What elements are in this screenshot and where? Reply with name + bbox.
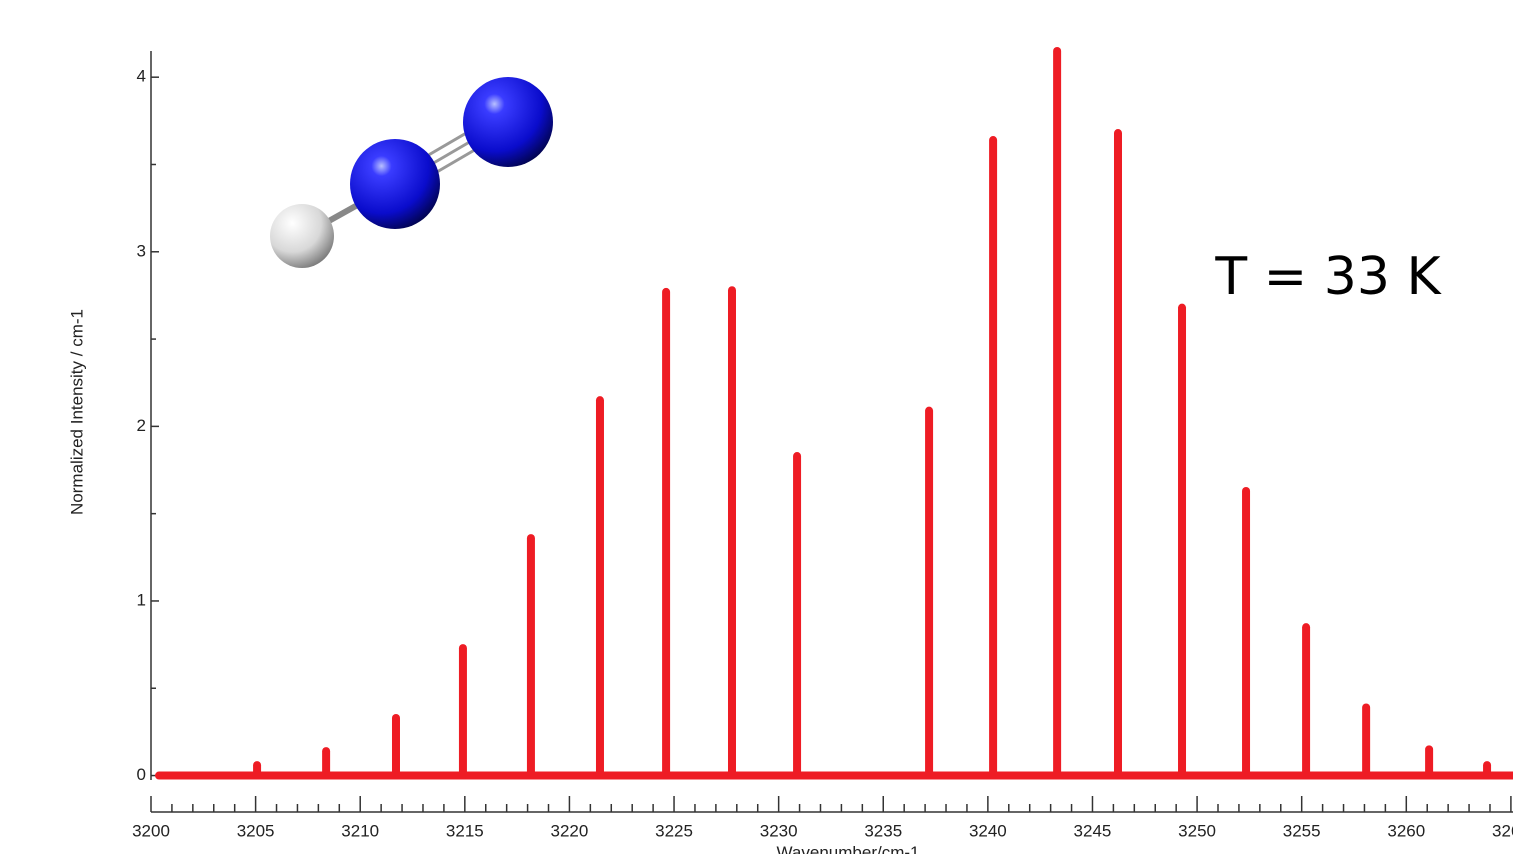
y-tick-label: 2	[137, 416, 146, 435]
annotation: T = 33 K	[1214, 247, 1442, 307]
x-tick-label: 3230	[760, 821, 798, 840]
x-tick-label: 3240	[969, 821, 1007, 840]
x-tick-label: 3225	[655, 821, 693, 840]
x-tick-label: 3250	[1178, 821, 1216, 840]
y-tick-label: 0	[137, 765, 146, 784]
x-tick-label: 3200	[132, 821, 170, 840]
x-tick-label: 3260	[1387, 821, 1425, 840]
x-tick-label: 3235	[864, 821, 902, 840]
y-tick-label: 3	[137, 241, 146, 260]
y-tick-label: 4	[137, 67, 146, 86]
x-tick-label: 3205	[237, 821, 275, 840]
x-tick-label: 3210	[341, 821, 379, 840]
x-tick-label: 3265	[1492, 821, 1513, 840]
y-tick-label: 1	[137, 590, 146, 609]
x-axis-title: Wavenumber/cm-1	[777, 843, 920, 854]
y-axis-title: Normalized Intensity / cm-1	[67, 309, 86, 515]
chart: T = 33 K Normalized Intensity / cm-1 Wav…	[0, 0, 1513, 854]
page: {"chart_data": {"type": "stick", "x_labe…	[0, 0, 1513, 854]
x-tick-label: 3215	[446, 821, 484, 840]
x-tick-label: 3245	[1074, 821, 1112, 840]
molecule-illustration	[270, 77, 553, 268]
x-tick-label: 3220	[551, 821, 589, 840]
x-tick-label: 3255	[1283, 821, 1321, 840]
